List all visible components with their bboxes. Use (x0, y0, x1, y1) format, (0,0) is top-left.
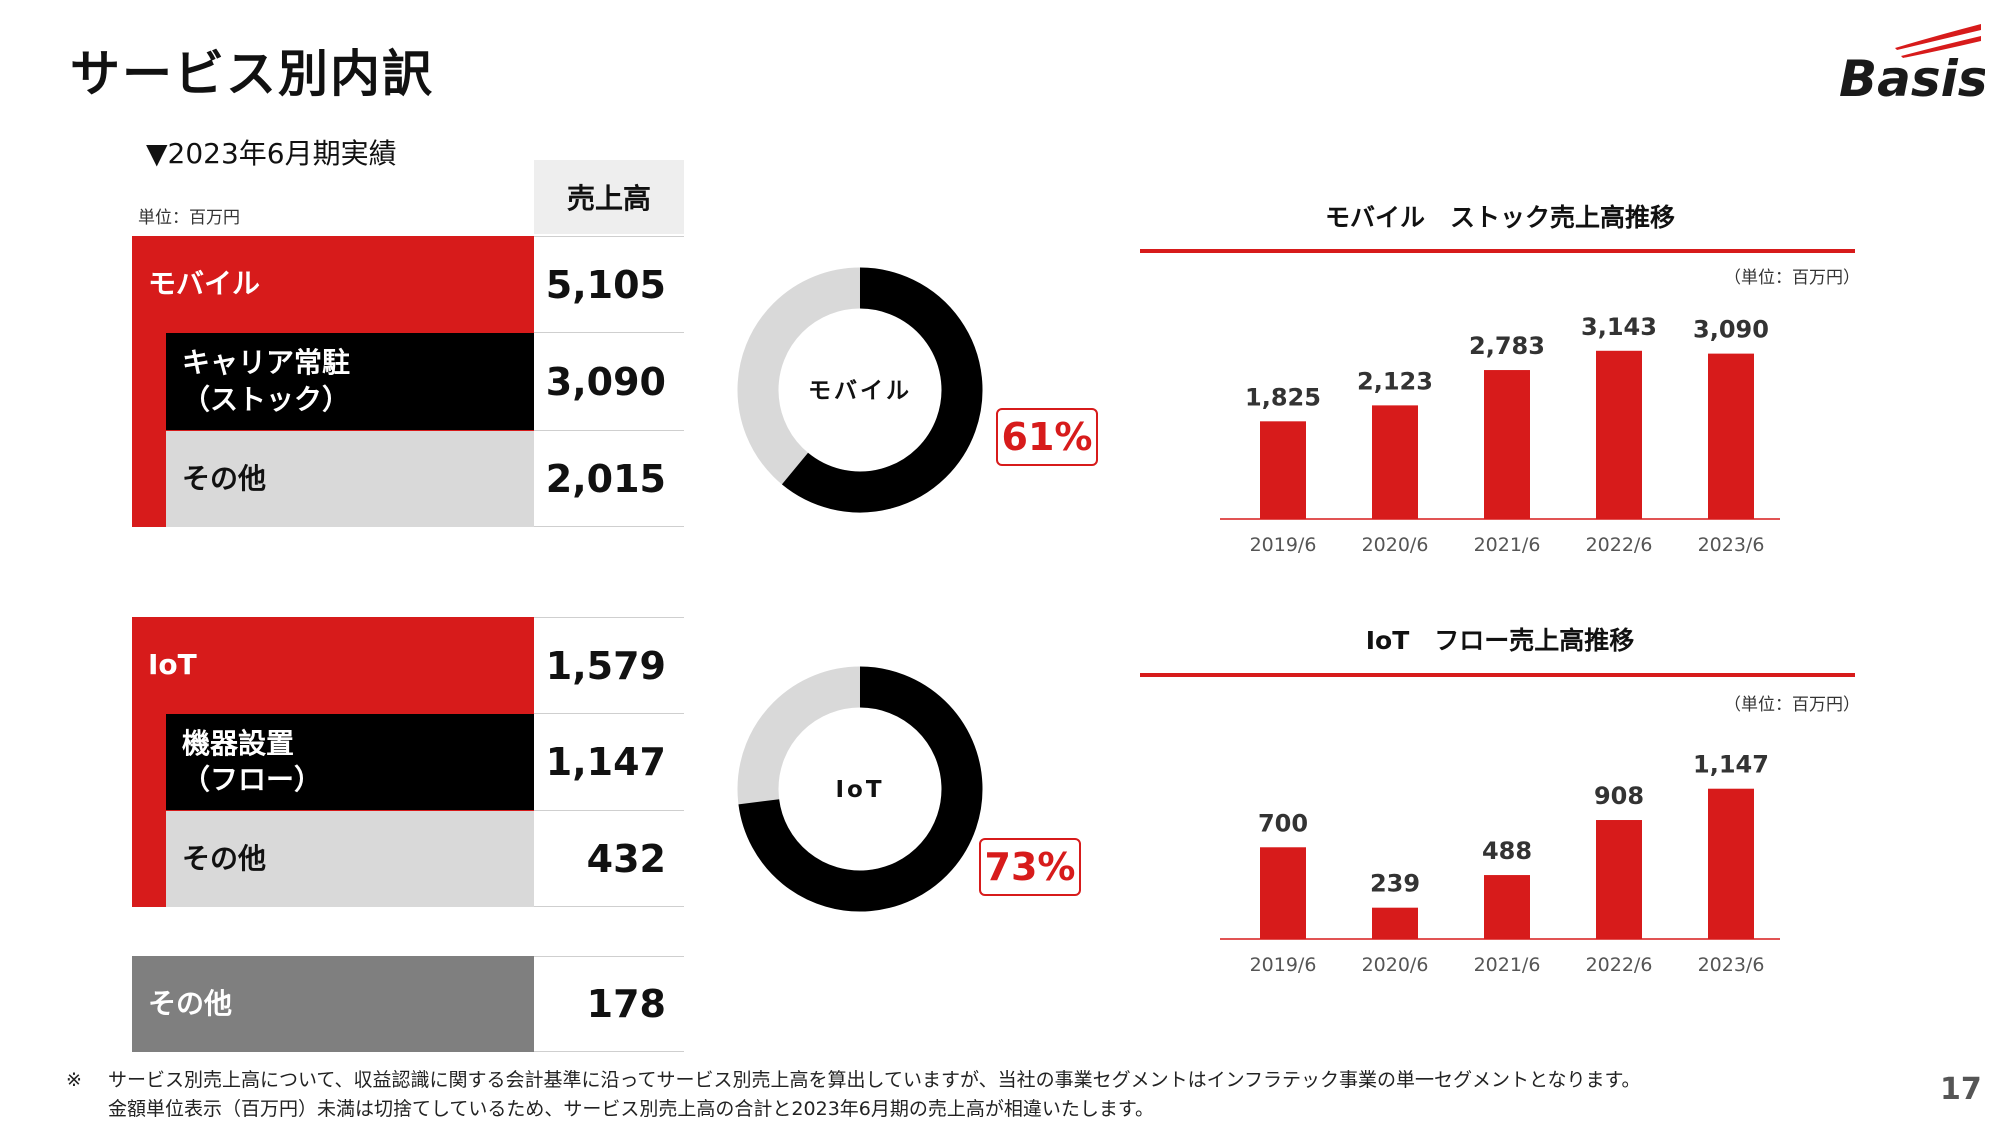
bar-value-label: 700 (1258, 809, 1308, 837)
mobile-value: 5,105 (534, 236, 684, 333)
other-row: その他 (132, 956, 534, 1052)
bar-2021/6 (1484, 370, 1530, 519)
mobile-donut-chart: モバイル (737, 267, 983, 513)
carrier-label-line1: キャリア常駐 (182, 346, 351, 380)
device-label-line2: （フロー） (182, 763, 323, 796)
carrier-label-line2: （ストック） (182, 382, 351, 416)
iot-other-value: 432 (534, 811, 684, 907)
other-value: 178 (534, 956, 684, 1052)
bar-value-label: 3,143 (1581, 313, 1657, 341)
bar-2019/6 (1260, 847, 1306, 939)
iot-chart-unit: （単位：百万円） (1724, 695, 1860, 715)
bar-2019/6 (1260, 421, 1306, 519)
basis-logo: Basis (1835, 18, 1988, 108)
bar-value-label: 2,783 (1469, 332, 1545, 360)
bar-value-label: 2,123 (1357, 367, 1433, 395)
x-tick-label: 2020/6 (1362, 954, 1429, 976)
mobile-share-percent: 61% (996, 408, 1098, 466)
bar-value-label: 908 (1594, 782, 1644, 810)
iot-flow-chart-title: IoT フロー売上高推移 (1365, 626, 1635, 655)
bar-value-label: 239 (1370, 870, 1420, 898)
iot-chart-title-rule (1140, 673, 1855, 677)
other-label: その他 (148, 986, 233, 1020)
page-number: 17 (1940, 1072, 1982, 1107)
bar-2020/6 (1372, 907, 1418, 939)
iot-other-row: その他 (166, 811, 534, 907)
x-tick-label: 2022/6 (1586, 954, 1653, 976)
bar-2023/6 (1708, 788, 1754, 939)
mobile-label: モバイル (148, 266, 261, 300)
x-tick-label: 2020/6 (1362, 534, 1429, 556)
iot-donut-chart: IoT (737, 666, 983, 912)
page-title: サービス別内訳 (70, 45, 434, 103)
unit-label: 単位：百万円 (138, 208, 240, 228)
mobile-other-label: その他 (182, 461, 267, 495)
iot-donut-share-arc (738, 666, 983, 912)
bar-value-label: 3,090 (1693, 316, 1769, 344)
device-value: 1,147 (534, 714, 684, 811)
mobile-other-value: 2,015 (534, 431, 684, 527)
logo-text: Basis (1839, 50, 1985, 103)
mobile-other-row: その他 (166, 431, 534, 527)
x-tick-label: 2019/6 (1250, 954, 1317, 976)
bar-2020/6 (1372, 405, 1418, 519)
bar-2022/6 (1596, 820, 1642, 939)
logo-swoosh-icon (1895, 24, 1981, 58)
x-tick-label: 2023/6 (1698, 534, 1765, 556)
device-label-line1: 機器設置 (182, 726, 295, 760)
mobile-chart-title-rule (1140, 249, 1855, 253)
x-tick-label: 2021/6 (1474, 534, 1541, 556)
bar-2023/6 (1708, 353, 1754, 519)
device-flow-row: 機器設置 （フロー） (166, 714, 534, 810)
bar-value-label: 488 (1482, 837, 1532, 865)
bar-value-label: 1,147 (1693, 751, 1769, 779)
x-tick-label: 2022/6 (1586, 534, 1653, 556)
carrier-stock-row: キャリア常駐 （ストック） (166, 333, 534, 430)
mobile-donut-share-arc (781, 267, 983, 513)
bar-value-label: 1,825 (1245, 383, 1321, 411)
iot-flow-bar-chart: 700 2019/6 239 2020/6 488 2021/6 908 2022/6 1,14… (1220, 751, 1780, 976)
footnote-mark: ※ (66, 1069, 82, 1091)
x-tick-label: 2021/6 (1474, 954, 1541, 976)
period-label: ▼2023年6月期実績 (146, 137, 397, 170)
iot-label: IoT (148, 647, 197, 681)
mobile-donut-center-label: モバイル (808, 378, 912, 404)
iot-other-label: その他 (182, 841, 267, 875)
column-header-sales: 売上高 (534, 160, 684, 234)
bar-2021/6 (1484, 875, 1530, 939)
footnote-line1: サービス別売上高について、収益認識に関する会計基準に沿ってサービス別売上高を算出… (108, 1069, 1641, 1091)
iot-share-percent: 73% (979, 838, 1081, 896)
footnote-line2: 金額単位表示（百万円）未満は切捨てしているため、サービス別売上高の合計と2023… (108, 1097, 1154, 1120)
x-tick-label: 2023/6 (1698, 954, 1765, 976)
iot-value: 1,579 (534, 617, 684, 714)
mobile-chart-unit: （単位：百万円） (1724, 268, 1860, 288)
mobile-stock-bar-chart: 1,825 2019/6 2,123 2020/6 2,783 2021/6 3,143 20… (1220, 313, 1780, 556)
footnote: ※ サービス別売上高について、収益認識に関する会計基準に沿ってサービス別売上高を算… (66, 1066, 1641, 1123)
mobile-stock-chart-title: モバイル ストック売上高推移 (1324, 203, 1675, 232)
bar-2022/6 (1596, 350, 1642, 519)
iot-donut-center-label: IoT (835, 777, 884, 803)
x-tick-label: 2019/6 (1250, 534, 1317, 556)
carrier-value: 3,090 (534, 333, 684, 431)
